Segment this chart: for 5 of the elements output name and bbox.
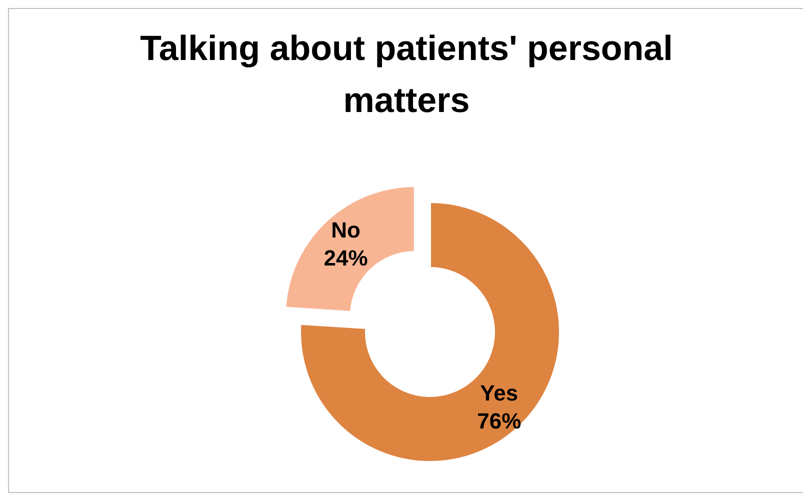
data-label: 76% xyxy=(477,408,522,434)
slice-label: Yes xyxy=(480,380,518,406)
chart-title: Talking about patients' personal matters xyxy=(139,28,674,122)
data-label: 24% xyxy=(324,245,368,270)
slice-label: No xyxy=(331,217,360,242)
